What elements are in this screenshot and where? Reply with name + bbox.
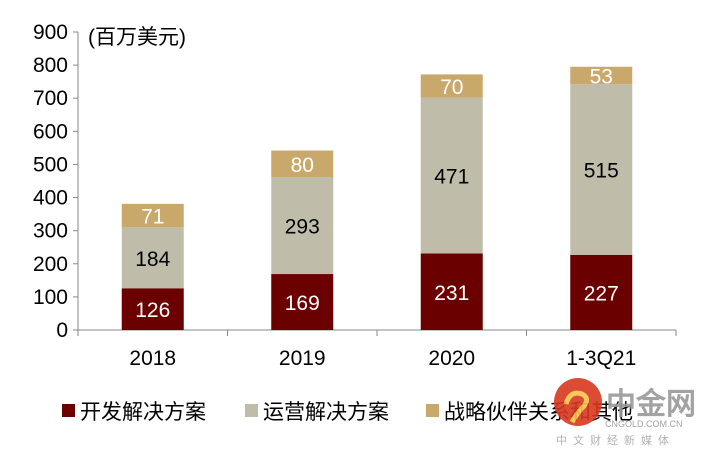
data-label: 515 [584,160,619,183]
data-label: 80 [291,154,314,177]
watermark: 中金网 CNGOLD.COM.CN 中文财经新媒体 [554,378,696,447]
data-label: 71 [141,206,164,229]
y-tick-label: 0 [56,319,68,342]
y-tick-label: 900 [33,21,68,44]
bar-segment [570,66,633,85]
data-label: 231 [434,282,469,305]
watermark-logo-swirl [563,390,590,424]
y-axis: 0 100 200 300 400 500 600 700 800 900 [33,21,79,342]
watermark-tagline: 中文财经新媒体 [556,433,675,447]
y-tick-label: 200 [33,253,68,276]
y-tick-label: 500 [33,153,68,176]
data-label: 169 [285,292,320,315]
data-label: 126 [135,299,170,322]
watermark-logo-icon [554,378,602,426]
bars: 126 184 71 169 293 80 231 471 70 227 515 53 [121,66,633,330]
legend-label: 运营解决方案 [263,400,389,424]
legend: 开发解决方案 运营解决方案 战略伙伴关系和其他 [62,400,633,424]
unit-label: (百万美元) [88,26,186,49]
y-tick-label: 800 [33,54,68,77]
watermark-logo-text: 中金网 [606,387,696,422]
bar-segment [271,177,334,275]
legend-swatch [245,404,258,417]
data-label: 293 [285,216,320,239]
data-label: 70 [440,76,463,99]
bar-segment [570,254,633,330]
bar-segment [121,288,184,330]
data-label: 53 [590,66,613,89]
legend-swatch [426,404,439,417]
bar-segment [420,74,483,98]
x-axis: 2018 2019 2020 1-3Q21 [77,329,677,370]
data-label: 184 [135,248,170,271]
bar-segment [420,97,483,254]
watermark-domain: CNGOLD.COM.CN [605,419,683,429]
x-tick-label: 2020 [428,347,475,370]
x-tick-label: 2019 [279,347,326,370]
y-tick-label: 700 [33,87,68,110]
bar-segment [271,150,334,178]
x-tick-label: 2018 [129,347,176,370]
legend-label: 开发解决方案 [80,400,206,424]
bar-segment [570,84,633,255]
y-tick-label: 400 [33,187,68,210]
data-label: 227 [584,282,619,305]
x-tick-label: 1-3Q21 [566,347,636,370]
bar-segment [420,253,483,330]
data-label: 471 [434,166,469,189]
y-tick-label: 600 [33,120,68,143]
y-tick-label: 300 [33,220,68,243]
bar-segment [271,274,334,330]
legend-swatch [62,404,75,417]
bar-segment [121,227,184,289]
y-tick-label: 100 [33,286,68,309]
bar-segment [121,203,184,228]
